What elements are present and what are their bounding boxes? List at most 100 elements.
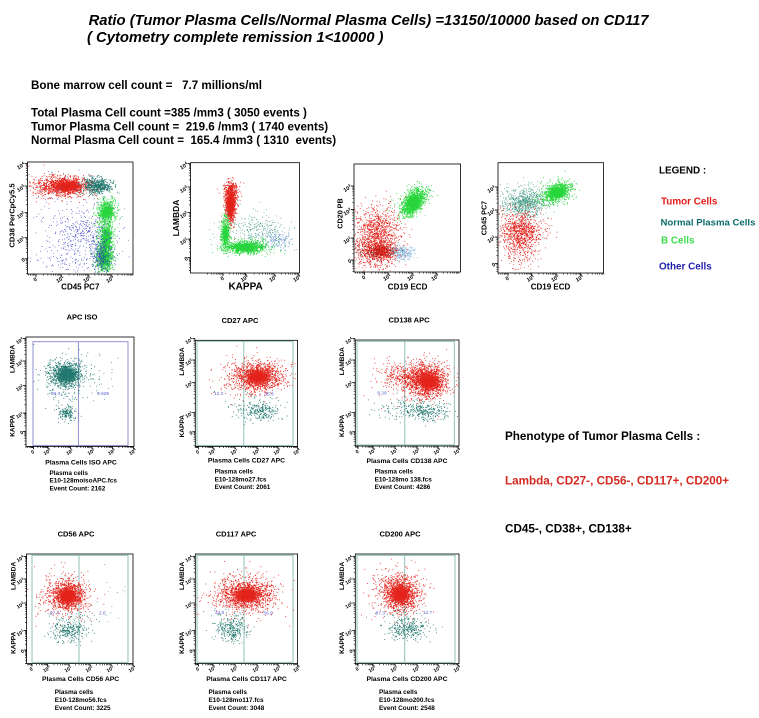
- svg-text:104: 104: [292, 447, 302, 457]
- svg-text:LAMBDA: LAMBDA: [171, 200, 181, 237]
- svg-text:0: 0: [220, 276, 226, 283]
- svg-text:103: 103: [272, 664, 282, 674]
- svg-text:100: 100: [367, 664, 377, 674]
- svg-text:LAMBDA: LAMBDA: [339, 347, 346, 375]
- svg-text:97.4: 97.4: [50, 611, 60, 617]
- svg-text:104: 104: [292, 664, 302, 674]
- svg-text:103: 103: [107, 447, 117, 457]
- svg-text:0: 0: [19, 430, 25, 437]
- svg-text:Plasma Cells ISO APC: Plasma Cells ISO APC: [45, 460, 117, 467]
- svg-text:E10-128mo200.fcs: E10-128mo200.fcs: [379, 697, 435, 704]
- svg-text:Event Count: 4286: Event Count: 4286: [375, 484, 431, 491]
- svg-text:101: 101: [525, 272, 537, 284]
- svg-text:102: 102: [15, 209, 27, 221]
- svg-text:101: 101: [344, 628, 354, 638]
- svg-text:CD38 PerCpCy5.5: CD38 PerCpCy5.5: [8, 183, 17, 248]
- svg-text:E10-128mo56.fcs: E10-128mo56.fcs: [55, 697, 107, 704]
- svg-text:KAPPA: KAPPA: [339, 414, 346, 437]
- svg-text:101: 101: [15, 234, 27, 246]
- svg-text:104: 104: [452, 447, 462, 457]
- svg-text:LAMBDA: LAMBDA: [179, 347, 186, 375]
- svg-text:Plasma Cells CD138 APC: Plasma Cells CD138 APC: [367, 458, 448, 465]
- svg-text:104: 104: [15, 336, 25, 346]
- svg-text:101: 101: [178, 235, 190, 247]
- svg-text:0: 0: [505, 276, 511, 283]
- svg-text:102: 102: [178, 209, 190, 221]
- svg-text:103: 103: [342, 182, 354, 194]
- svg-text:KAPPA: KAPPA: [179, 631, 186, 654]
- svg-text:102: 102: [81, 273, 93, 285]
- svg-text:99.4: 99.4: [51, 391, 61, 397]
- svg-text:100: 100: [207, 447, 217, 457]
- svg-text:CD19 ECD: CD19 ECD: [388, 283, 428, 292]
- svg-text:103: 103: [344, 577, 354, 587]
- svg-text:103: 103: [15, 182, 27, 194]
- svg-text:CD27 APC: CD27 APC: [222, 316, 259, 325]
- svg-text:0: 0: [189, 430, 195, 437]
- svg-text:42.9: 42.9: [215, 610, 225, 616]
- svg-text:103: 103: [344, 358, 354, 368]
- svg-text:103: 103: [574, 272, 586, 284]
- svg-text:102: 102: [15, 601, 25, 611]
- svg-text:B Cells: B Cells: [661, 236, 695, 247]
- svg-text:100: 100: [367, 447, 377, 457]
- svg-text:103: 103: [272, 447, 282, 457]
- svg-text:E10-128mo117.fcs: E10-128mo117.fcs: [209, 697, 265, 704]
- svg-text:102: 102: [251, 664, 261, 674]
- svg-text:LAMBDA: LAMBDA: [339, 562, 346, 590]
- svg-text:KAPPA: KAPPA: [10, 631, 17, 654]
- svg-text:8.28: 8.28: [377, 391, 387, 397]
- svg-text:2.6: 2.6: [99, 611, 106, 617]
- svg-text:103: 103: [104, 273, 116, 285]
- svg-text:102: 102: [486, 206, 498, 218]
- svg-text:101: 101: [344, 410, 354, 420]
- svg-text:0: 0: [355, 449, 361, 456]
- svg-text:Plasma cells: Plasma cells: [379, 689, 418, 696]
- svg-text:103: 103: [105, 664, 115, 674]
- svg-text:103: 103: [178, 183, 190, 195]
- svg-text:102: 102: [344, 380, 354, 390]
- svg-text:87.3: 87.3: [376, 611, 386, 617]
- svg-text:100: 100: [42, 447, 52, 457]
- svg-text:Plasma Cells CD27 APC: Plasma Cells CD27 APC: [208, 458, 285, 465]
- svg-text:0: 0: [189, 648, 195, 655]
- svg-text:102: 102: [411, 664, 421, 674]
- svg-text:0: 0: [361, 275, 367, 282]
- svg-text:56.9: 56.9: [263, 611, 273, 617]
- svg-text:103: 103: [184, 577, 194, 587]
- svg-text:0: 0: [33, 277, 39, 284]
- svg-text:CD45 PC7: CD45 PC7: [480, 201, 489, 235]
- svg-text:CD200 APC: CD200 APC: [380, 530, 422, 539]
- svg-text:Tumor Plasma Cell count = 219: Tumor Plasma Cell count = 219.6 /mm3 ( 1…: [31, 121, 328, 134]
- svg-text:103: 103: [15, 577, 25, 587]
- svg-text:LEGEND :: LEGEND :: [659, 166, 706, 177]
- svg-text:E10-128mo27.fcs: E10-128mo27.fcs: [215, 476, 267, 483]
- svg-text:CD19 ECD: CD19 ECD: [531, 283, 571, 292]
- svg-text:104: 104: [344, 554, 354, 564]
- svg-text:101: 101: [54, 273, 66, 285]
- svg-text:Event Count: 2162: Event Count: 2162: [50, 485, 106, 492]
- svg-text:0: 0: [355, 666, 361, 673]
- svg-text:103: 103: [267, 272, 279, 284]
- svg-text:Plasma cells: Plasma cells: [55, 689, 94, 696]
- svg-text:104: 104: [291, 272, 303, 284]
- svg-text:101: 101: [381, 271, 393, 283]
- svg-text:101: 101: [15, 628, 25, 638]
- svg-text:101: 101: [486, 233, 498, 245]
- svg-text:102: 102: [184, 601, 194, 611]
- svg-text:Plasma cells: Plasma cells: [375, 469, 414, 476]
- svg-text:E10-128moisoAPC.fcs: E10-128moisoAPC.fcs: [50, 478, 118, 485]
- svg-text:104: 104: [127, 664, 137, 674]
- svg-text:0: 0: [347, 259, 353, 266]
- svg-text:102: 102: [184, 380, 194, 390]
- svg-text:101: 101: [184, 628, 194, 638]
- svg-text:101: 101: [342, 234, 354, 246]
- svg-text:101: 101: [63, 664, 73, 674]
- svg-text:Event Count: 3225: Event Count: 3225: [55, 705, 111, 712]
- svg-text:0: 0: [30, 449, 36, 456]
- svg-text:Plasma Cells CD117 APC: Plasma Cells CD117 APC: [206, 676, 287, 683]
- svg-text:KAPPA: KAPPA: [339, 631, 346, 654]
- svg-text:Plasma Cells CD56 APC: Plasma Cells CD56 APC: [42, 676, 119, 683]
- svg-text:Plasma cells: Plasma cells: [50, 470, 89, 477]
- svg-text:0: 0: [21, 257, 27, 264]
